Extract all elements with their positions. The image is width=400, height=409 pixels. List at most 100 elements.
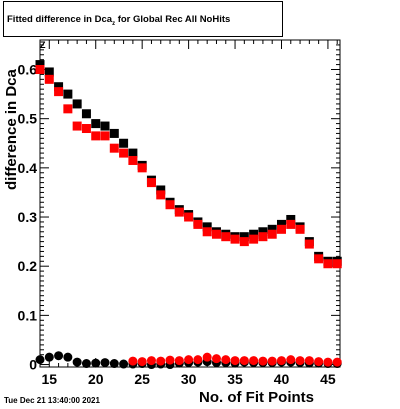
data-point-square	[54, 82, 64, 92]
y-tick-label: 0.2	[18, 258, 38, 274]
data-point-square	[239, 237, 249, 247]
data-point-square	[109, 143, 119, 153]
data-point-square	[202, 222, 212, 232]
data-point-square	[332, 259, 342, 269]
y-tick-label: 0.3	[18, 209, 38, 225]
data-point-circle	[304, 356, 314, 366]
data-point-square	[249, 234, 259, 244]
data-point-square	[258, 227, 268, 237]
x-tick-label: 20	[88, 371, 104, 387]
chart-title-rest: for Global Rec All NoHits	[117, 14, 231, 25]
data-point-circle	[137, 357, 147, 367]
x-tick-label: 15	[41, 371, 57, 387]
x-tick-label: 30	[181, 371, 197, 387]
data-point-circle	[156, 356, 166, 366]
data-point-square	[137, 163, 147, 173]
data-point-circle	[314, 357, 324, 367]
data-point-square	[128, 155, 138, 165]
data-point-square	[267, 224, 277, 234]
data-point-square	[128, 148, 138, 158]
y-tick-label: 0.4	[18, 160, 38, 176]
data-point-circle	[146, 356, 156, 366]
data-point-circle	[174, 356, 184, 366]
y-tick-label: 0	[29, 357, 37, 373]
data-point-circle	[109, 359, 119, 369]
y-axis-label-text: difference in Dca	[3, 69, 20, 190]
data-point-circle	[63, 352, 73, 362]
data-point-square	[267, 229, 277, 239]
data-point-circle	[258, 356, 268, 366]
data-point-circle	[128, 356, 138, 366]
data-point-circle	[276, 356, 286, 366]
data-point-circle	[239, 356, 249, 366]
plot-frame	[39, 39, 341, 368]
x-axis-label: No. of Fit Points	[199, 389, 314, 406]
data-point-circle	[230, 356, 240, 366]
data-point-square	[276, 224, 286, 234]
data-point-square	[286, 219, 296, 229]
data-point-square	[156, 185, 166, 195]
data-point-circle	[54, 351, 64, 361]
y-tick-label: 0.1	[18, 307, 38, 323]
data-point-square	[119, 138, 129, 148]
data-point-square	[221, 232, 231, 242]
data-point-square	[165, 200, 175, 210]
data-point-square	[72, 121, 82, 131]
data-point-circle	[184, 355, 194, 365]
data-point-square	[91, 131, 101, 141]
data-point-square	[81, 124, 91, 134]
data-point-circle	[100, 358, 110, 368]
data-point-square	[304, 239, 314, 249]
data-point-square	[202, 227, 212, 237]
data-point-square	[258, 232, 268, 242]
x-tick-label: 35	[227, 371, 243, 387]
data-point-circle	[193, 355, 203, 365]
title-box: Fitted difference in Dcaz for Global Rec…	[3, 1, 283, 37]
data-point-square	[119, 148, 129, 158]
data-point-circle	[72, 357, 82, 367]
data-point-square	[35, 65, 45, 75]
y-axis-label: difference in Dca	[3, 69, 20, 190]
data-point-square	[295, 224, 305, 234]
data-point-square	[44, 74, 54, 84]
chart-title: Fitted difference in Dcaz for Global Rec…	[7, 14, 231, 27]
data-point-square	[81, 109, 91, 119]
x-tick-label: 40	[274, 371, 290, 387]
data-point-circle	[295, 356, 305, 366]
data-point-square	[156, 190, 166, 200]
data-point-square	[72, 99, 82, 109]
data-point-square	[63, 89, 73, 99]
data-point-circle	[35, 355, 45, 365]
data-point-square	[109, 128, 119, 138]
data-point-square	[193, 219, 203, 229]
data-point-square	[314, 254, 324, 264]
data-point-square	[100, 121, 110, 131]
data-point-square	[63, 104, 73, 114]
x-tick-label: 45	[320, 371, 336, 387]
y-tick-label: 0.5	[18, 111, 38, 127]
x-tick-label: 25	[134, 371, 150, 387]
data-point-circle	[165, 355, 175, 365]
data-point-circle	[44, 352, 54, 362]
data-point-square	[35, 60, 45, 70]
data-point-square	[239, 232, 249, 242]
data-point-circle	[221, 355, 231, 365]
data-point-square	[174, 207, 184, 217]
timestamp: Tue Dec 21 13:40:00 2021	[4, 396, 100, 405]
data-point-circle	[81, 359, 91, 369]
data-point-circle	[202, 352, 212, 362]
data-point-square	[184, 212, 194, 222]
data-point-square	[91, 119, 101, 129]
data-point-circle	[286, 355, 296, 365]
data-point-square	[146, 178, 156, 188]
y-axis-label-subscript: Z	[40, 40, 46, 50]
chart-title-main: Fitted difference in Dca	[7, 14, 113, 25]
data-point-square	[54, 87, 64, 97]
data-point-square	[286, 214, 296, 224]
data-point-square	[44, 67, 54, 77]
data-point-circle	[332, 357, 342, 367]
data-point-square	[230, 234, 240, 244]
data-point-square	[323, 259, 333, 269]
data-point-circle	[211, 354, 221, 364]
